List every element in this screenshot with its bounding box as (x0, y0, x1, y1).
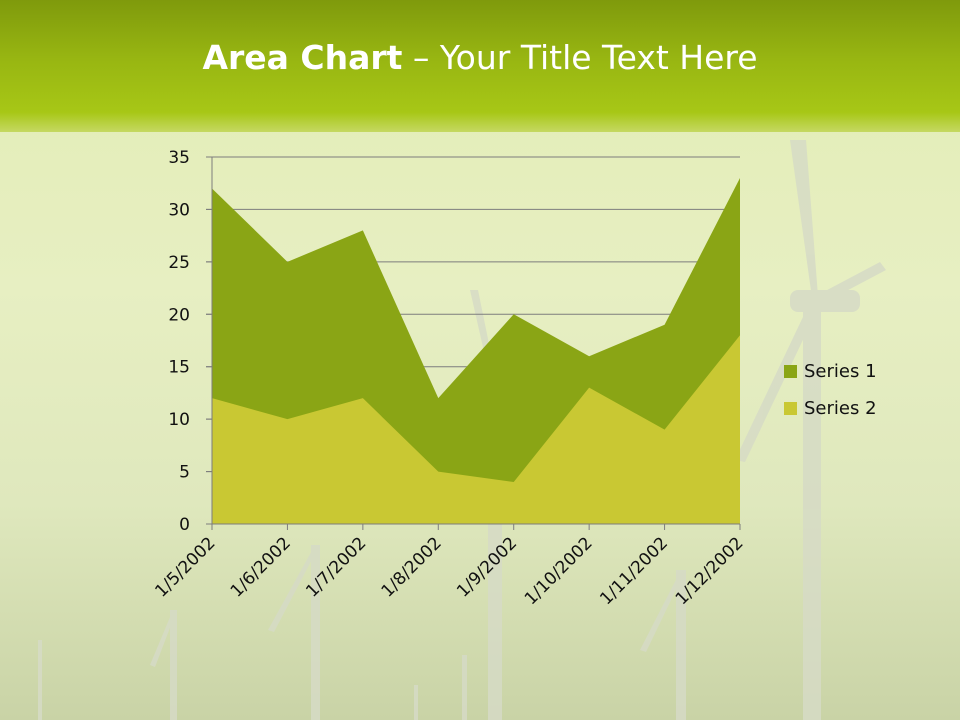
x-tick-label: 1/7/2002 (302, 533, 370, 601)
y-tick-label: 30 (168, 200, 190, 220)
x-tick-label: 1/9/2002 (453, 533, 521, 601)
y-tick-label: 5 (179, 463, 190, 483)
x-tick-label: 1/8/2002 (378, 533, 446, 601)
x-tick-label: 1/12/2002 (672, 533, 748, 609)
y-tick-label: 35 (168, 148, 190, 168)
axes (206, 156, 741, 530)
title-rest-part: – Your Title Text Here (402, 38, 758, 77)
x-tick-label: 1/5/2002 (151, 533, 219, 601)
legend-item-series-1: Series 1 (784, 359, 877, 383)
y-tick-label: 20 (168, 305, 190, 325)
series-areas (212, 177, 740, 524)
legend-swatch (784, 364, 797, 378)
x-tick-label: 1/6/2002 (227, 533, 295, 601)
y-tick-label: 15 (168, 358, 190, 378)
x-tick-label: 1/11/2002 (596, 533, 672, 609)
y-tick-label: 25 (168, 253, 190, 273)
x-tick-label: 1/10/2002 (521, 533, 597, 609)
legend-label: Series 2 (804, 397, 877, 419)
y-tick-label: 10 (168, 410, 190, 430)
x-tick-labels: 1/5/2002 1/6/2002 1/7/2002 1/8/2002 1/9/2002… (151, 533, 747, 609)
legend-swatch (784, 401, 797, 415)
legend-label: Series 1 (804, 360, 877, 382)
y-tick-labels: 0 5 10 15 20 25 30 35 (168, 148, 190, 535)
legend-item-series-2: Series 2 (784, 396, 877, 420)
title-bar (0, 0, 960, 132)
chart-legend: Series 1 Series 2 (784, 359, 877, 433)
title-bold-part: Area Chart (202, 38, 403, 77)
slide-title: Area Chart – Your Title Text Here (0, 38, 960, 77)
y-tick-label: 0 (179, 515, 190, 535)
series-area-2 (212, 335, 740, 524)
